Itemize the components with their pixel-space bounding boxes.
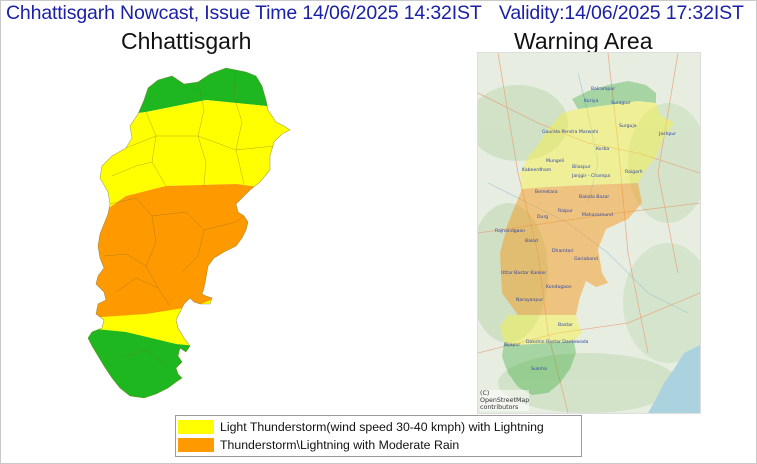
state-map-title: Chhattisgarh — [121, 28, 252, 54]
place-label: Kondagaon — [546, 285, 572, 290]
place-label: Janjgir - Champa — [572, 174, 611, 179]
warning-area-title: Warning Area — [514, 28, 653, 54]
place-label: Uttar Bastar Kanker — [501, 271, 547, 276]
place-label: Bilaspur — [572, 165, 591, 170]
overlay-yellow-north — [520, 101, 674, 189]
place-label: Balod — [525, 239, 538, 244]
legend-item-thunderstorm-rain: Thunderstorm\Lightning with Moderate Rai… — [178, 436, 459, 453]
zone-yellow-north — [88, 100, 290, 224]
nowcast-title: Chhattisgarh Nowcast, Issue Time 14/06/2… — [6, 2, 482, 24]
place-label: Bemetara — [535, 190, 558, 195]
place-label: Mungeli — [546, 159, 565, 164]
legend-label: Light Thunderstorm(wind speed 30-40 kmph… — [220, 419, 544, 434]
header: Chhattisgarh Nowcast, Issue Time 14/06/2… — [6, 2, 754, 25]
place-label: Jashpur — [659, 132, 677, 137]
place-label: Raipur — [558, 209, 573, 214]
overlay-green-south — [502, 341, 576, 395]
place-label: Narayanpur — [516, 298, 544, 303]
place-label: Gaurela Pendra Marwahi — [542, 130, 599, 135]
legend-swatch-orange — [178, 437, 214, 452]
place-label: Sukma — [531, 367, 547, 372]
legend: Light Thunderstorm(wind speed 30-40 kmph… — [175, 415, 582, 457]
place-label: Baloda Bazar — [579, 195, 610, 200]
legend-item-light-thunderstorm: Light Thunderstorm(wind speed 30-40 kmph… — [178, 418, 544, 435]
place-label: Surajpur — [611, 101, 631, 106]
place-label: Bijapur — [504, 343, 521, 348]
basemap-svg — [478, 53, 700, 413]
warning-overlay — [500, 81, 674, 395]
place-label: Kabeerdham — [522, 168, 552, 173]
state-outline — [87, 67, 291, 399]
place-label: Mahasamund — [582, 213, 613, 218]
attribution-line: contributors — [480, 404, 519, 411]
state-warning-map — [86, 66, 296, 400]
place-label: Rajnandgaon — [495, 229, 526, 234]
state-map-svg — [87, 67, 291, 399]
warning-area-map: Balrampur Koriya Surajpur Surguja Jashpu… — [477, 52, 701, 414]
overlay-yellow-south — [500, 315, 582, 345]
place-label: Durg — [537, 215, 549, 220]
validity-text: Validity:14/06/2025 17:32IST — [498, 2, 744, 24]
place-label: Korba — [596, 147, 610, 152]
legend-label: Thunderstorm\Lightning with Moderate Rai… — [220, 437, 460, 452]
place-label: Raigarh — [625, 170, 643, 175]
overlay-orange-central — [500, 183, 642, 315]
place-label: Balrampur — [591, 87, 616, 92]
place-label: Dhamtari — [552, 249, 574, 254]
place-label: Bastar — [558, 323, 573, 328]
place-label: Surguja — [619, 124, 637, 129]
legend-swatch-yellow — [178, 419, 214, 434]
place-label: Dakshin Bastar Dantewada — [526, 340, 589, 345]
place-label: Gariaband — [574, 257, 598, 262]
zone-green-south — [88, 328, 290, 398]
overlay-green-north — [572, 81, 656, 109]
attribution-line: (C) — [480, 390, 490, 397]
coastline — [648, 345, 700, 413]
attribution-line: OpenStreetMap — [480, 397, 530, 404]
osm-attribution: (C) OpenStreetMap contributors — [480, 390, 530, 411]
place-label: Koriya — [584, 99, 599, 104]
